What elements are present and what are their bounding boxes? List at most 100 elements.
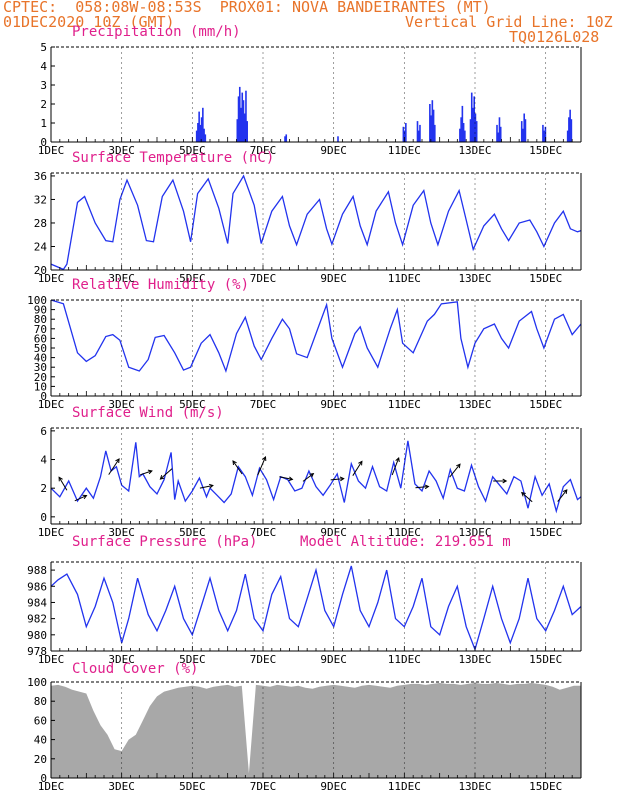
wind-arrow-head (456, 463, 461, 469)
precip-bar (566, 130, 569, 142)
precip-bar (524, 119, 527, 142)
precip-bar (197, 123, 199, 142)
precip-bar (499, 126, 502, 142)
y-tick-label: 36 (34, 170, 47, 183)
series-line (50, 299, 582, 374)
panel-title: Precipitation (mm/h) (72, 24, 241, 40)
x-tick-label: 11DEC (388, 653, 421, 666)
wind-arrow-head (502, 478, 508, 484)
precip-bar (243, 113, 246, 142)
wind-arrow (521, 492, 533, 503)
x-tick-label: 3DEC (108, 144, 135, 157)
y-tick-label: 978 (27, 645, 47, 658)
y-tick-label: 10 (34, 380, 47, 393)
wind-arrow-head (288, 476, 294, 482)
series-line (50, 174, 582, 271)
precip-bar (429, 104, 431, 142)
precip-bar (496, 124, 498, 142)
y-tick-label: 100 (27, 676, 47, 689)
x-tick-label: 5DEC (179, 144, 206, 157)
panel-1 (50, 172, 582, 271)
wind-arrow-head (115, 458, 120, 464)
wind-arrow (232, 460, 243, 475)
y-tick-label: 986 (27, 580, 47, 593)
y-tick-label: 1 (40, 117, 47, 130)
y-tick-label: 28 (34, 217, 47, 230)
x-tick-label: 1DEC (38, 398, 65, 411)
header-model-code: TQ0126L028 (509, 28, 600, 46)
precip-bar (474, 113, 477, 142)
x-tick-label: 1DEC (38, 653, 65, 666)
wind-arrow (160, 468, 173, 480)
precip-bar (417, 130, 420, 142)
x-tick-label: 1DEC (38, 526, 65, 539)
precip-bar (464, 130, 466, 142)
model-altitude-label: Model Altitude: 219.651 m (300, 534, 511, 550)
wind-arrow (557, 489, 568, 502)
x-tick-label: 9DEC (320, 398, 347, 411)
x-tick-label: 15DEC (529, 398, 562, 411)
y-tick-label: 100 (27, 294, 47, 307)
wind-arrow-head (562, 489, 568, 494)
precip-bar (240, 107, 242, 142)
precip-bar (246, 121, 248, 142)
x-tick-label: 3DEC (108, 398, 135, 411)
x-tick-label: 3DEC (108, 780, 135, 793)
x-tick-label: 13DEC (458, 144, 491, 157)
panel-title: Surface Wind (m/s) (72, 405, 224, 421)
y-tick-label: 6 (40, 425, 47, 438)
precip-bar (432, 109, 435, 142)
precip-bar (241, 92, 244, 142)
precip-bar (242, 100, 245, 142)
wind-arrow (415, 486, 429, 489)
y-tick-label: 30 (34, 361, 47, 374)
x-tick-label: 9DEC (320, 526, 347, 539)
precip-bar (461, 105, 464, 142)
panel-4 (50, 561, 582, 652)
y-tick-label: 20 (34, 264, 47, 277)
x-tick-label: 11DEC (388, 272, 421, 285)
y-tick-label: 0 (40, 772, 47, 785)
precip-bar (569, 109, 571, 142)
precip-bar (568, 117, 570, 142)
precip-bar (462, 123, 465, 142)
precip-bar (543, 130, 545, 142)
y-tick-label: 80 (34, 313, 47, 326)
x-tick-label: 7DEC (250, 398, 277, 411)
wind-arrow (330, 478, 344, 481)
x-tick-label: 7DEC (250, 653, 277, 666)
panel-0 (50, 46, 582, 143)
precip-bar (431, 100, 434, 142)
panel-title: Cloud Cover (%) (72, 661, 198, 677)
wind-arrow (58, 477, 68, 491)
wind-arrow (302, 473, 314, 482)
y-tick-label: 4 (40, 454, 47, 467)
panel-title: Relative Humidity (%) (72, 277, 249, 293)
precip-bar (402, 126, 405, 142)
x-tick-label: 13DEC (458, 272, 491, 285)
precip-bar (285, 134, 288, 142)
wind-arrow (352, 461, 363, 476)
y-tick-label: 40 (34, 352, 47, 365)
precip-bar (337, 136, 339, 142)
y-tick-label: 4 (40, 60, 47, 73)
precip-bar (459, 128, 461, 142)
y-tick-label: 80 (34, 695, 47, 708)
header-grid-line-info: Vertical Grid Line: 10Z (405, 13, 613, 31)
wind-arrow (279, 476, 293, 480)
y-tick-label: 982 (27, 613, 47, 626)
x-tick-label: 1DEC (38, 780, 65, 793)
x-tick-label: 11DEC (388, 398, 421, 411)
x-tick-label: 3DEC (108, 653, 135, 666)
precip-bar (520, 121, 523, 142)
wind-arrow (140, 470, 153, 476)
x-tick-label: 7DEC (250, 526, 277, 539)
wind-arrow (449, 463, 461, 478)
y-tick-label: 980 (27, 629, 47, 642)
x-tick-label: 5DEC (179, 780, 206, 793)
wind-arrow-head (395, 457, 400, 462)
wind-arrow (74, 495, 87, 502)
x-tick-label: 15DEC (529, 144, 562, 157)
y-tick-label: 32 (34, 193, 47, 206)
